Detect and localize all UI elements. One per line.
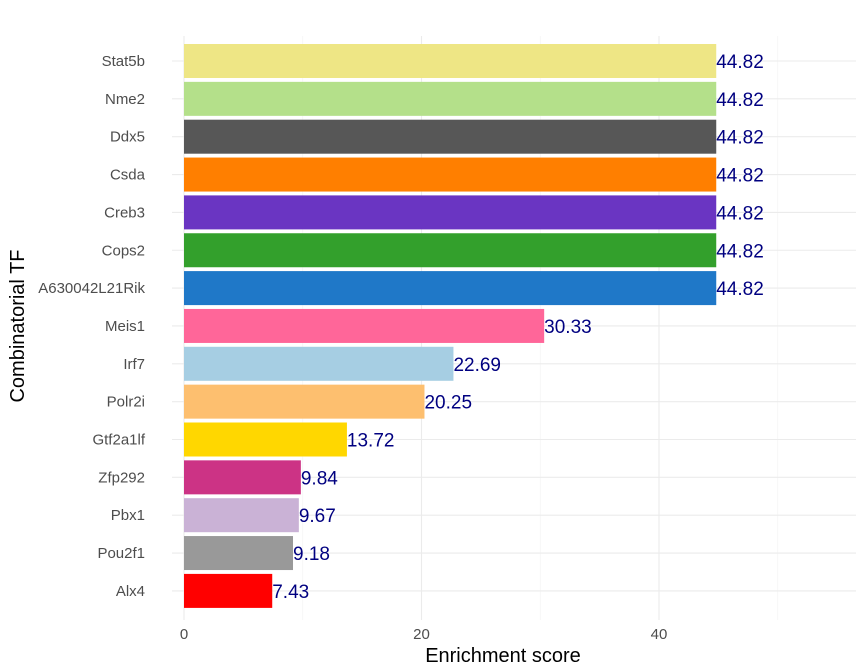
value-label: 44.82 (716, 128, 764, 149)
y-tick-label: Meis1 (105, 318, 145, 335)
bars (184, 44, 717, 608)
x-tick-label: 0 (180, 626, 188, 643)
y-tick-labels: Stat5b Nme2 Ddx5 Csda Creb3 Cops2 A630042L21Ri… (38, 53, 146, 600)
value-label: 13.72 (347, 431, 395, 452)
y-tick-label: Polr2i (107, 394, 145, 411)
value-label: 44.82 (716, 166, 764, 187)
value-label: 9.84 (301, 468, 338, 489)
bar-creb3 (184, 195, 717, 230)
value-label: 44.82 (716, 279, 764, 300)
value-label: 44.82 (716, 90, 764, 111)
value-label: 44.82 (716, 52, 764, 73)
x-tick-label: 20 (413, 626, 430, 643)
y-tick-label: Gtf2a1lf (92, 432, 145, 449)
bar-meis1 (184, 308, 545, 343)
x-tick-label: 40 (651, 626, 668, 643)
y-tick-label: Zfp292 (98, 469, 145, 486)
bar-cops2 (184, 233, 717, 268)
value-label: 9.18 (293, 544, 330, 565)
value-label: 30.33 (544, 317, 592, 338)
y-tick-label: Creb3 (104, 204, 145, 221)
value-label: 7.43 (272, 582, 309, 603)
bar-polr2i (184, 384, 425, 419)
value-label: 20.25 (424, 393, 472, 414)
bar-nme2 (184, 81, 717, 116)
value-label: 44.82 (716, 203, 764, 224)
x-axis-title: Enrichment score (425, 645, 581, 667)
bar-irf7 (184, 346, 454, 381)
value-labels: 44.82 44.82 44.82 44.82 44.82 44.82 44.82 30.33… (272, 52, 764, 603)
bar-alx4 (184, 573, 273, 608)
bar-stat5b (184, 44, 717, 78)
y-tick-label: Nme2 (105, 91, 145, 108)
value-label: 9.67 (299, 506, 336, 527)
bar-zfp292 (184, 460, 301, 495)
bar-ddx5 (184, 119, 717, 154)
y-tick-label: Pbx1 (111, 507, 145, 524)
x-tick-labels: 0 20 40 (180, 626, 668, 643)
y-tick-label: Stat5b (102, 53, 145, 70)
bar-a630042l21rik (184, 271, 717, 306)
y-tick-label: Alx4 (116, 583, 145, 600)
bar-gtf2a1lf (184, 422, 347, 457)
value-label: 44.82 (716, 241, 764, 262)
y-tick-label: Cops2 (102, 242, 145, 259)
y-tick-label: Pou2f1 (97, 545, 145, 562)
bar-pou2f1 (184, 536, 294, 571)
bar-pbx1 (184, 498, 299, 533)
y-axis-title: Combinatorial TF (7, 249, 29, 402)
y-tick-label: Irf7 (123, 356, 145, 373)
y-tick-label: A630042L21Rik (38, 280, 145, 297)
value-label: 22.69 (453, 355, 501, 376)
bar-csda (184, 157, 717, 192)
y-tick-label: Csda (110, 167, 146, 184)
y-tick-label: Ddx5 (110, 129, 145, 146)
